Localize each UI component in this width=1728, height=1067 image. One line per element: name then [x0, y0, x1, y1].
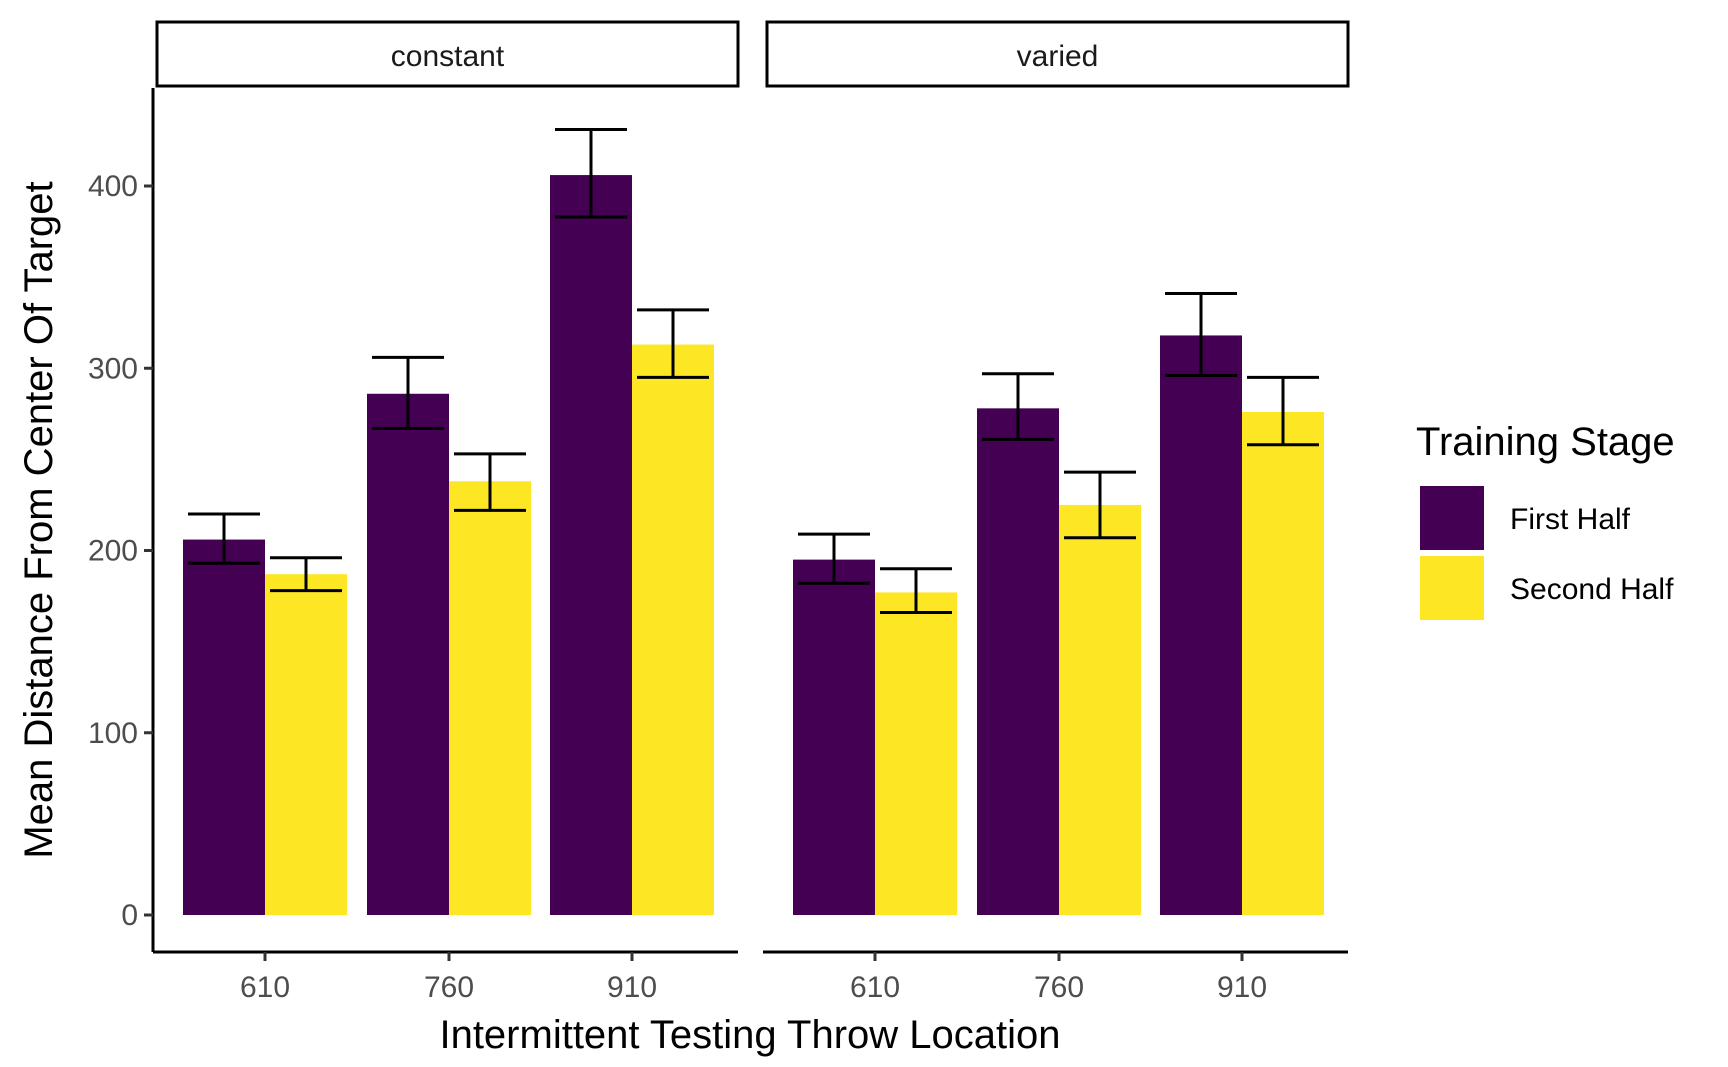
y-axis: 0 100 200 300 400: [88, 88, 155, 952]
legend-key-first-half: [1420, 486, 1484, 550]
x-tick-label: 610: [850, 971, 900, 1004]
bar-constant-610-first-half: [183, 539, 265, 915]
error-bar: [372, 355, 444, 430]
strip-label: varied: [1017, 40, 1099, 73]
legend-key-second-half: [1420, 556, 1484, 620]
bar-varied-760-first-half: [977, 408, 1059, 915]
bar-varied-610-second-half: [875, 592, 957, 915]
x-axis-title: Intermittent Testing Throw Location: [439, 1013, 1060, 1057]
y-tick-label: 400: [88, 170, 138, 203]
bar-constant-760-first-half: [367, 393, 449, 915]
panel-varied: varied 610 760 910: [763, 20, 1350, 1004]
bar-varied-760-second-half: [1059, 504, 1141, 915]
bar-constant-760-second-half: [449, 481, 531, 915]
error-bar: [1247, 375, 1319, 447]
error-bar: [1064, 470, 1136, 540]
x-tick-label: 760: [424, 971, 474, 1004]
error-bar: [555, 128, 627, 219]
error-bar: [637, 308, 709, 379]
y-tick-label: 100: [88, 717, 138, 750]
strip-box: [155, 20, 740, 88]
y-tick-label: 0: [121, 899, 138, 932]
bar-constant-610-second-half: [265, 574, 347, 915]
error-bar: [1165, 292, 1237, 378]
legend: Training Stage First Half Second Half: [1416, 420, 1675, 620]
bar-constant-910-second-half: [632, 344, 714, 915]
legend-title: Training Stage: [1416, 420, 1675, 464]
error-bar: [880, 567, 952, 614]
bar-varied-610-first-half: [793, 559, 875, 915]
error-bar: [982, 372, 1054, 441]
y-axis-title: Mean Distance From Center Of Target: [17, 181, 61, 858]
panel-constant: constant 610 760 910: [153, 20, 740, 1004]
bar-varied-910-first-half: [1160, 335, 1242, 915]
error-bar: [270, 556, 342, 593]
x-tick-label: 910: [1217, 971, 1267, 1004]
legend-label: First Half: [1510, 503, 1631, 536]
x-tick-label: 610: [240, 971, 290, 1004]
x-tick-label: 910: [607, 971, 657, 1004]
error-bar: [188, 512, 260, 565]
bar-varied-910-second-half: [1242, 411, 1324, 915]
strip-box: [765, 20, 1350, 88]
y-tick-label: 200: [88, 535, 138, 568]
y-tick-label: 300: [88, 352, 138, 385]
error-bar: [454, 452, 526, 512]
facet-panels: constant 610 760 910 varied 610 760 910: [153, 20, 1350, 1004]
strip-label: constant: [391, 40, 505, 73]
x-tick-label: 760: [1034, 971, 1084, 1004]
bar-constant-910-first-half: [550, 175, 632, 915]
error-bar: [798, 532, 870, 585]
legend-label: Second Half: [1510, 573, 1674, 606]
